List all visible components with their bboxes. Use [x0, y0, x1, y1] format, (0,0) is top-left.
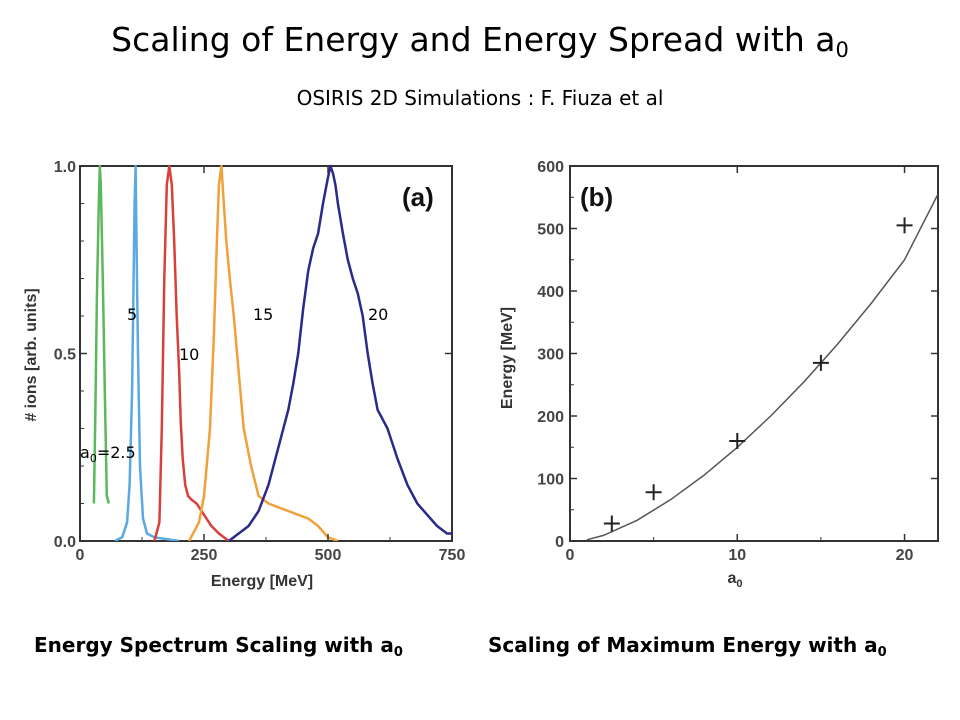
slide-title-subscript: 0	[835, 38, 849, 62]
caption-left-main: Energy Spectrum Scaling with a	[34, 633, 394, 657]
chart-b-plot-frame	[569, 165, 939, 542]
caption-energy-spectrum: Energy Spectrum Scaling with a0	[34, 633, 403, 660]
curve-label-5: 5	[127, 305, 137, 324]
slide-title-main: Scaling of Energy and Energy Spread with…	[111, 20, 836, 59]
chart-b-y-tick-label: 300	[537, 347, 564, 364]
data-point-1	[645, 484, 662, 501]
chart-b-y-tick-label: 400	[537, 284, 564, 301]
chart-b-y-tick-label: 100	[537, 472, 564, 489]
curve-label-15: 15	[253, 305, 273, 324]
data-point-3	[812, 354, 829, 371]
chart-a-x-tick-label: 250	[191, 547, 218, 564]
curve-label-a0: a0=2.5	[80, 443, 136, 465]
caption-right-main: Scaling of Maximum Energy with a	[488, 633, 878, 657]
caption-max-energy: Scaling of Maximum Energy with a0	[488, 633, 887, 660]
chart-b-x-tick-label: 0	[566, 547, 575, 564]
chart-b-y-tick-label: 0	[555, 534, 564, 551]
chart-a-x-tick-label: 0	[76, 547, 85, 564]
chart-b-x-tick-label: 10	[728, 547, 746, 564]
chart-b-x-axis-label-sub: 0	[736, 578, 742, 590]
spectrum-series-2	[153, 164, 230, 541]
chart-b-y-axis-label: Energy [MeV]	[499, 307, 516, 409]
curve-label-a0-prefix: a	[80, 443, 90, 462]
chart-a-x-axis-label: Energy [MeV]	[211, 573, 313, 590]
data-point-4	[896, 217, 913, 234]
chart-a-x-tick-label: 500	[315, 547, 342, 564]
spectrum-series-0	[92, 164, 111, 504]
chart-a-y-tick-label: 0.5	[54, 347, 76, 364]
data-point-0	[603, 515, 620, 532]
chart-a-panel-tag: (a)	[402, 182, 434, 212]
caption-left-sub: 0	[393, 645, 403, 660]
chart-b-panel-tag: (b)	[580, 182, 613, 212]
chart-b-y-tick-label: 500	[537, 222, 564, 239]
chart-b-x-axis-label-main: a	[727, 570, 736, 587]
caption-right-sub: 0	[877, 645, 887, 660]
chart-a-y-tick-label: 0.0	[54, 534, 76, 551]
fit-curve	[586, 193, 938, 541]
chart-b-x-axis-label: a0	[727, 570, 742, 590]
data-point-2	[729, 433, 746, 449]
chart-a-y-tick-label: 1.0	[54, 159, 76, 176]
chart-a-ticks: 0 250 500 750 0.0 0.5 1.0	[54, 159, 466, 564]
spectrum-series-3	[187, 164, 339, 541]
chart-b-y-tick-label: 600	[537, 159, 564, 176]
slide-title: Scaling of Energy and Energy Spread with…	[0, 20, 960, 62]
slide-subtitle: OSIRIS 2D Simulations : F. Fiuza et al	[296, 86, 664, 110]
chart-b-y-tick-label: 200	[537, 409, 564, 426]
curve-label-a0-sub: 0	[90, 452, 97, 465]
chart-b-points-group	[603, 217, 913, 532]
chart-b-frame	[569, 165, 939, 542]
curve-label-10: 10	[179, 345, 199, 364]
chart-a-x-tick-label: 750	[439, 547, 466, 564]
curve-label-a0-value: =2.5	[97, 443, 136, 462]
chart-a-y-axis-label: # ions [arb. units]	[23, 288, 40, 421]
curve-label-20: 20	[368, 305, 388, 324]
spectrum-series-1	[114, 164, 180, 541]
chart-a-series-group	[92, 164, 452, 541]
chart-b-x-tick-label: 20	[896, 547, 914, 564]
chart-b-fit-group	[586, 193, 938, 541]
spectrum-series-4	[228, 164, 452, 541]
